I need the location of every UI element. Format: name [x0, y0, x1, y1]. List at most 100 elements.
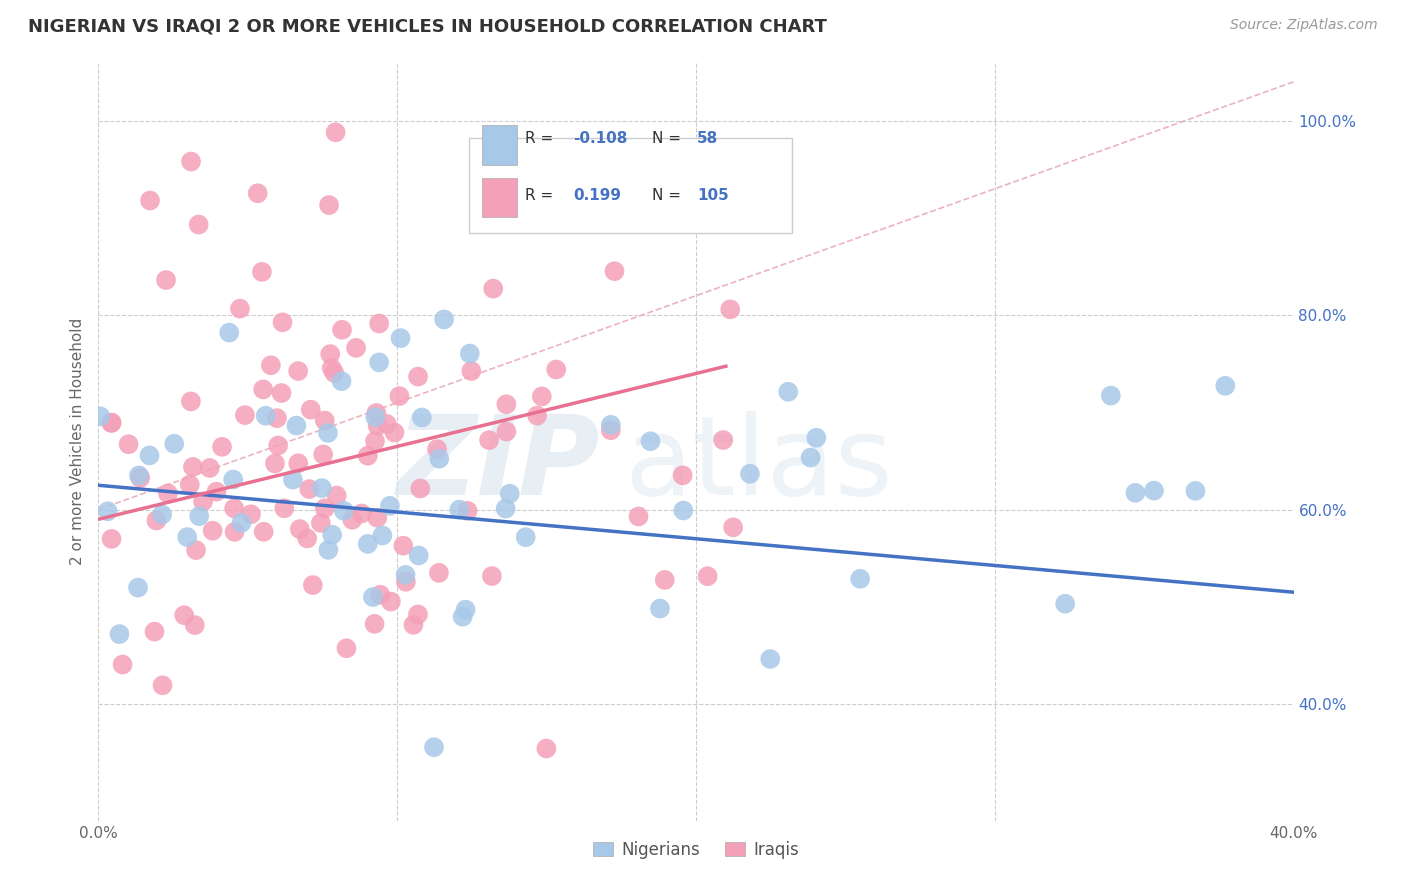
Point	[406, 369, 429, 384]
Point	[366, 406, 388, 420]
Point	[368, 355, 391, 369]
Point	[392, 539, 415, 553]
Point	[145, 514, 167, 528]
Point	[1184, 483, 1206, 498]
Point	[330, 323, 353, 337]
Point	[231, 516, 253, 530]
Text: ZIP: ZIP	[396, 411, 600, 517]
Point	[299, 402, 322, 417]
Point	[643, 212, 665, 227]
Point	[253, 524, 276, 539]
Point	[333, 504, 356, 518]
Point	[287, 364, 309, 378]
Point	[778, 384, 800, 399]
Point	[330, 374, 353, 388]
Point	[363, 616, 385, 631]
Point	[156, 486, 179, 500]
Point	[288, 522, 311, 536]
Point	[321, 361, 343, 376]
Point	[458, 346, 481, 360]
Point	[316, 425, 339, 440]
Point	[1054, 597, 1077, 611]
Point	[427, 451, 450, 466]
Point	[411, 410, 433, 425]
Point	[655, 189, 678, 203]
Point	[252, 383, 274, 397]
Point	[546, 362, 568, 376]
Point	[495, 425, 517, 439]
Point	[184, 543, 207, 558]
Point	[350, 507, 373, 521]
Point	[188, 509, 211, 524]
Point	[366, 510, 388, 524]
Point	[319, 347, 342, 361]
Point	[672, 468, 695, 483]
Point	[311, 481, 333, 495]
Text: 0.199: 0.199	[572, 187, 621, 202]
Point	[224, 501, 246, 516]
Point	[495, 501, 517, 516]
Point	[111, 657, 134, 672]
Text: atlas: atlas	[624, 411, 893, 517]
Point	[108, 627, 131, 641]
Text: Source: ZipAtlas.com: Source: ZipAtlas.com	[1230, 18, 1378, 32]
Text: N =: N =	[652, 131, 686, 145]
Point	[138, 449, 160, 463]
Point	[267, 438, 290, 452]
Point	[181, 459, 204, 474]
Point	[250, 265, 273, 279]
Point	[163, 436, 186, 450]
Point	[139, 194, 162, 208]
Point	[654, 573, 676, 587]
Point	[325, 489, 347, 503]
Point	[380, 594, 402, 608]
Point	[285, 418, 308, 433]
Point	[799, 450, 821, 465]
Point	[738, 467, 761, 481]
FancyBboxPatch shape	[470, 138, 792, 233]
Point	[368, 317, 391, 331]
Point	[367, 418, 389, 433]
Point	[478, 433, 501, 447]
Point	[266, 411, 288, 425]
Point	[184, 618, 207, 632]
Text: R =: R =	[524, 187, 558, 202]
Point	[143, 624, 166, 639]
Point	[409, 482, 432, 496]
Point	[481, 569, 503, 583]
Point	[240, 508, 263, 522]
Point	[298, 482, 321, 496]
Point	[375, 417, 398, 431]
Text: -0.108: -0.108	[572, 131, 627, 145]
Point	[314, 413, 336, 427]
Point	[364, 410, 387, 425]
Point	[357, 449, 380, 463]
Point	[302, 578, 325, 592]
Point	[427, 566, 450, 580]
Point	[640, 434, 662, 449]
Point	[273, 501, 295, 516]
Point	[526, 409, 548, 423]
Point	[233, 408, 256, 422]
Point	[205, 484, 228, 499]
Text: NIGERIAN VS IRAQI 2 OR MORE VEHICLES IN HOUSEHOLD CORRELATION CHART: NIGERIAN VS IRAQI 2 OR MORE VEHICLES IN …	[28, 18, 827, 36]
Point	[368, 588, 391, 602]
Point	[495, 397, 517, 411]
Point	[152, 678, 174, 692]
Point	[395, 574, 418, 589]
Point	[100, 416, 122, 430]
Point	[1213, 379, 1236, 393]
Point	[718, 302, 741, 317]
Point	[1099, 388, 1122, 402]
Point	[378, 499, 401, 513]
Point	[361, 590, 384, 604]
Point	[599, 423, 621, 437]
Point	[246, 186, 269, 201]
Point	[89, 409, 111, 424]
Point	[100, 416, 122, 430]
Point	[323, 366, 346, 380]
Point	[357, 537, 380, 551]
Point	[426, 442, 449, 456]
FancyBboxPatch shape	[482, 126, 517, 165]
Point	[222, 473, 245, 487]
